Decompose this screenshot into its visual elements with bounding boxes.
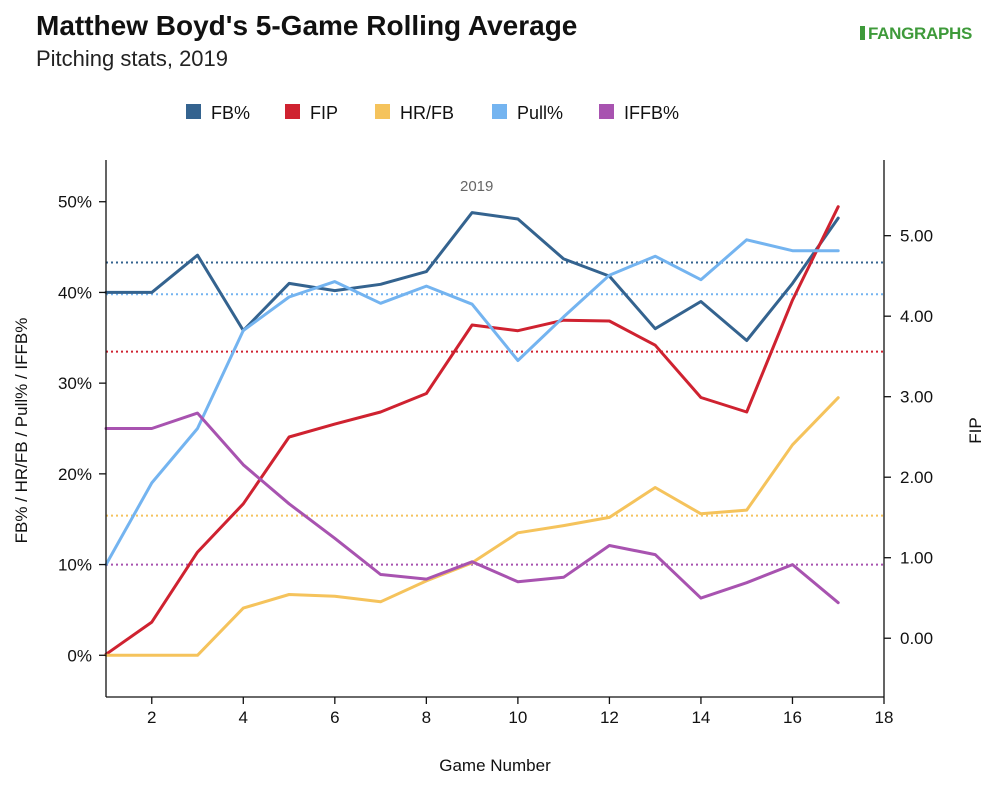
x-axis-label: Game Number <box>439 756 551 775</box>
x-tick-label: 10 <box>508 708 527 727</box>
series-line-hr-fb <box>104 396 840 657</box>
legend-item-pull: Pull% <box>492 103 563 123</box>
legend-label: FIP <box>310 103 338 123</box>
series-lines <box>104 205 840 657</box>
x-tick-label: 2 <box>147 708 156 727</box>
chart-title: Matthew Boyd's 5-Game Rolling Average <box>36 10 578 41</box>
legend-label: IFFB% <box>624 103 679 123</box>
left-y-tick-label: 10% <box>58 556 92 575</box>
chart-subtitle: Pitching stats, 2019 <box>36 46 229 71</box>
series-line-fip <box>104 205 840 656</box>
x-tick-label: 4 <box>239 708 248 727</box>
x-tick-label: 14 <box>691 708 710 727</box>
season-annotation: 2019 <box>460 178 493 195</box>
right-y-tick-label: 5.00 <box>900 227 933 246</box>
legend-label: Pull% <box>517 103 563 123</box>
x-tick-label: 6 <box>330 708 339 727</box>
right-y-axis-label: FIP <box>966 417 985 443</box>
x-tick-label: 12 <box>600 708 619 727</box>
legend-label: HR/FB <box>400 103 454 123</box>
series-line-fb <box>104 211 840 342</box>
x-tick-label: 8 <box>422 708 431 727</box>
right-y-tick-label: 2.00 <box>900 468 933 487</box>
axes: 2 4 6 8 10 12 14 16 18 0% 10% 20% 30% 40% 50% 0.00 1.00 2… <box>58 160 933 727</box>
series-line-iffb <box>104 411 840 605</box>
series-line-pull <box>104 238 840 567</box>
left-y-tick-label: 20% <box>58 465 92 484</box>
left-y-tick-label: 0% <box>67 646 92 665</box>
legend: FB% FIP HR/FB Pull% IFFB% <box>186 103 679 123</box>
legend-item-fip: FIP <box>285 103 338 123</box>
legend-swatch <box>186 104 201 119</box>
right-y-tick-label: 4.00 <box>900 307 933 326</box>
legend-swatch <box>375 104 390 119</box>
right-y-tick-label: 0.00 <box>900 629 933 648</box>
left-y-tick-label: 40% <box>58 283 92 302</box>
legend-swatch <box>492 104 507 119</box>
left-y-axis-label: FB% / HR/FB / Pull% / IFFB% <box>12 318 31 544</box>
x-tick-label: 18 <box>875 708 894 727</box>
fangraphs-logo: FANGRAPHS <box>860 24 972 44</box>
legend-label: FB% <box>211 103 250 123</box>
x-tick-label: 16 <box>783 708 802 727</box>
legend-item-hr-fb: HR/FB <box>375 103 454 123</box>
logo-mark-icon <box>860 26 865 40</box>
right-y-tick-label: 1.00 <box>900 549 933 568</box>
legend-swatch <box>599 104 614 119</box>
logo-text: FANGRAPHS <box>868 24 973 43</box>
left-y-tick-label: 50% <box>58 193 92 212</box>
average-reference-lines <box>106 261 884 566</box>
legend-item-iffb: IFFB% <box>599 103 679 123</box>
left-y-tick-label: 30% <box>58 374 92 393</box>
legend-item-fb: FB% <box>186 103 250 123</box>
right-y-tick-label: 3.00 <box>900 388 933 407</box>
legend-swatch <box>285 104 300 119</box>
